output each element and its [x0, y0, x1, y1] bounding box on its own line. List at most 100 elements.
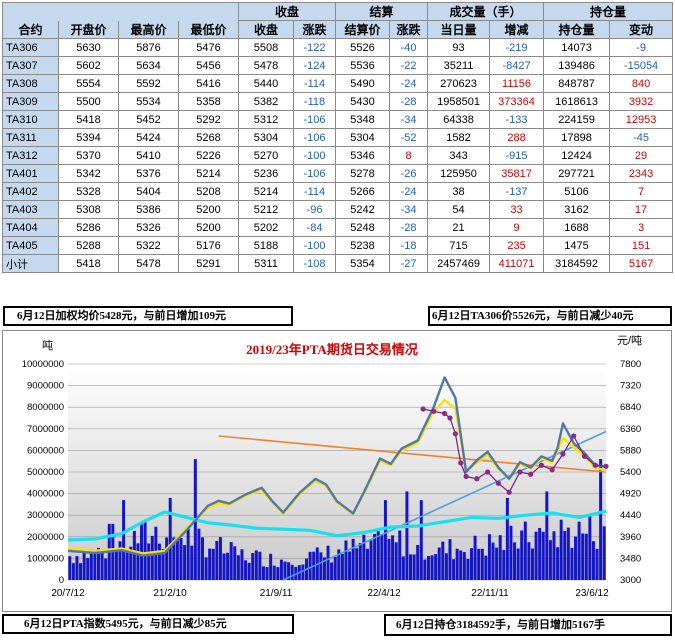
table-cell: 5386	[118, 200, 179, 219]
table-cell: 5476	[178, 38, 239, 57]
table-cell: 14073	[543, 38, 611, 57]
x-tick-label: 22/4/12	[367, 588, 401, 599]
series-line-price-steel-blue	[67, 376, 607, 557]
table-cell: 2457469	[427, 254, 491, 273]
table-cell: 5278	[335, 164, 391, 183]
volume-bar	[409, 554, 413, 580]
table-cell: 35211	[427, 56, 491, 75]
volume-bar	[254, 550, 258, 580]
table-cell: -106	[292, 164, 337, 183]
volume-bar	[226, 552, 230, 580]
volume-bar	[380, 535, 384, 580]
group-header-blank	[2, 2, 239, 21]
data-point	[431, 408, 437, 414]
volume-bar	[437, 547, 441, 580]
volume-bar	[218, 537, 222, 580]
x-tick-label: 20/7/12	[51, 588, 85, 599]
table-cell: -8427	[489, 56, 545, 75]
volume-bar	[541, 531, 545, 580]
table-cell: -34	[389, 200, 429, 219]
table-cell: 5430	[335, 92, 391, 111]
table-cell: -45	[609, 128, 674, 147]
volume-bar	[577, 521, 581, 580]
table-cell: -100	[292, 236, 337, 255]
volume-bar	[373, 533, 377, 580]
table-cell: 5418	[58, 110, 119, 129]
y-right-tick-label: 7800	[620, 359, 641, 370]
table-cell: -219	[489, 38, 545, 57]
table-cell: 1618613	[543, 92, 611, 111]
volume-bar	[548, 540, 552, 580]
table-cell: 5312	[238, 110, 294, 129]
volume-bar	[344, 540, 348, 580]
table-cell: 5536	[335, 56, 391, 75]
table-cell: 5226	[178, 146, 239, 165]
volume-bar	[114, 549, 118, 580]
volume-bar	[75, 556, 79, 580]
volume-bar	[211, 548, 215, 580]
table-cell: 29	[609, 146, 674, 165]
volume-bar	[426, 556, 430, 580]
annotation-weighted-average: 6月12日加权均价5428元，与前日增加109元	[3, 306, 293, 326]
table-cell: -40	[389, 38, 429, 57]
table-body: TA306 5630 5876 5476 5508 -122 5526 -40 93 -219 14…	[2, 38, 674, 273]
table-column-header-row: 合约 开盘价 最高价 最低价 收盘 涨跌 结算价 涨跌 当日量 增减 持仓量 变…	[2, 20, 674, 39]
volume-bar	[82, 552, 86, 580]
y-left-tick-label: 9000000	[27, 381, 64, 392]
contract-cell: TA404	[2, 218, 59, 237]
y-right-tick-label: 5400	[620, 467, 641, 478]
table-cell: -137	[489, 182, 545, 201]
group-header-volume: 成交量（手）	[427, 2, 545, 21]
volume-bar	[444, 553, 448, 580]
volume-bar	[143, 521, 147, 580]
table-cell: 9	[489, 218, 545, 237]
table-cell: 3	[609, 218, 674, 237]
volume-bar	[276, 567, 280, 580]
volume-bar	[441, 541, 445, 580]
table-cell: -9	[609, 38, 674, 57]
volume-bar	[574, 536, 578, 580]
volume-bar	[122, 500, 126, 580]
column-header: 最低价	[178, 20, 239, 39]
volume-bar	[322, 557, 326, 580]
table-cell: 840	[609, 74, 674, 93]
table-cell: 373364	[489, 92, 545, 111]
volume-bar	[240, 549, 244, 580]
table-cell: 3162	[543, 200, 611, 219]
y-left-tick-label: 1000000	[27, 553, 64, 564]
volume-bar	[530, 548, 534, 580]
y-right-tick-label: 3000	[620, 575, 641, 586]
volume-bar	[448, 539, 452, 580]
y-left-tick-label: 3000000	[27, 510, 64, 521]
table-cell: 5500	[58, 92, 119, 111]
table-cell: 12424	[543, 146, 611, 165]
volume-bar	[172, 537, 176, 580]
data-point	[517, 469, 523, 475]
volume-bar	[591, 541, 595, 580]
series-line-weighted-avg-yellow	[67, 398, 607, 555]
volume-bar	[183, 545, 187, 580]
table-cell: 3184592	[543, 254, 611, 273]
y-right-tick-label: 3960	[620, 532, 641, 543]
volume-bar	[556, 547, 560, 580]
table-cell: 5248	[335, 218, 391, 237]
table-cell: 5242	[335, 200, 391, 219]
table-cell: 5876	[118, 38, 179, 57]
volume-bar	[161, 549, 165, 580]
volume-bar	[383, 500, 387, 580]
volume-bar	[405, 491, 409, 580]
table-cell: 5214	[238, 182, 294, 201]
volume-bar	[455, 548, 459, 580]
volume-bar	[369, 540, 373, 580]
volume-bar	[430, 555, 434, 580]
table-cell: 5268	[178, 128, 239, 147]
table-cell: -114	[292, 182, 337, 201]
contract-cell: TA405	[2, 236, 59, 255]
table-cell: -106	[292, 110, 337, 129]
table-cell: 5478	[238, 56, 294, 75]
volume-bar	[290, 564, 294, 580]
volume-bar	[391, 535, 395, 580]
volume-bar	[251, 552, 255, 580]
contract-cell: TA311	[2, 128, 59, 147]
